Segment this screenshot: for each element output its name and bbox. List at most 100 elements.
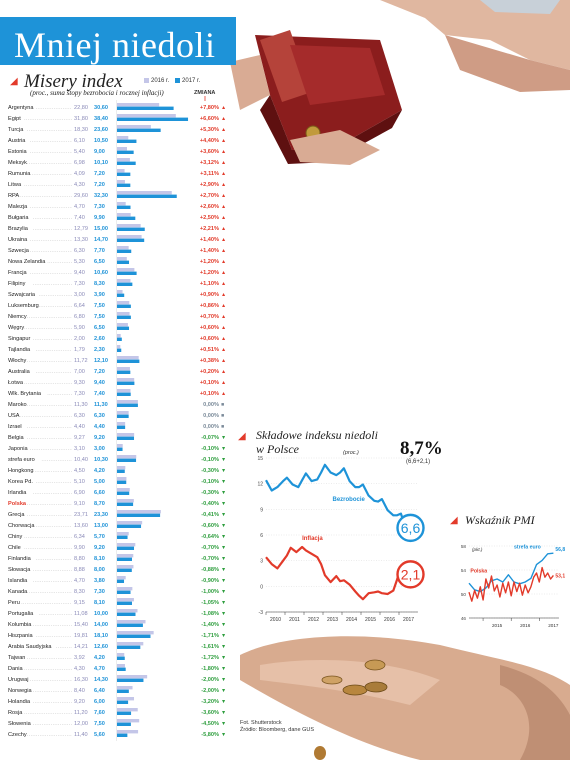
row-value-2017: 23,60 [94,127,108,133]
arrow-up-icon: ▲ [221,358,226,364]
row-change: +0,10% [200,380,219,386]
row-country: Urugwaj [8,677,29,683]
row-value-2016: 4,09 [74,171,85,177]
row-value-2017: 6,00 [94,699,105,705]
row-change: +1,40% [200,248,219,254]
row-change: -0,70% [201,556,219,562]
row-value-2016: 8,88 [74,567,85,573]
row-country: strefa euro [8,457,35,463]
bar-2016 [117,532,129,536]
bar-2017 [117,590,131,594]
row-country: Austria [8,138,26,144]
arrow-up-icon: ▲ [221,270,226,276]
row-change: +5,30% [200,127,219,133]
row-change: -0,70% [201,545,219,551]
row-value-2017: 8,70 [94,501,105,507]
row-value-2017: 10,10 [94,160,108,166]
bar-2017 [117,667,126,671]
row-change: +0,20% [200,369,219,375]
row-country: Estonia [8,149,28,155]
bar-2017 [117,656,125,660]
row-change: -0,10% [201,446,219,452]
row-country: Litwa [8,182,22,188]
row-value-2017: 8,00 [94,567,105,573]
y-tick-label: 12 [257,482,263,488]
arrow-up-icon: ▲ [221,292,226,298]
row-value-2016: 10,40 [74,457,88,463]
row-value-2016: 13,30 [74,237,88,243]
row-value-2016: 4,70 [74,204,85,210]
bar-2016 [117,257,127,261]
bar-2016 [117,697,135,701]
row-country: Rumunia [8,171,31,177]
section-arrow-icon: ◢ [450,515,458,526]
bar-2017 [117,161,136,165]
arrow-up-icon: ▲ [221,303,226,309]
bar-2017 [117,733,128,737]
legend-label-2017: 2017 r. [182,78,201,85]
row-country: Japonia [8,446,28,452]
arrow-down-icon: ▼ [221,578,226,584]
bar-2017 [117,139,137,143]
row-country: Peru [8,600,20,606]
row-value-2016: 6,64 [74,303,85,309]
bar-2017 [117,337,122,341]
big-value-number: 8,7 [400,438,424,459]
row-country: Maroko [8,402,27,408]
x-tick-label: 2016 [384,617,395,623]
bar-2017 [117,117,189,121]
row-country: Nowa Zelandia [8,259,46,265]
bar-2016 [117,499,134,503]
bar-2017 [117,150,134,154]
bar-2016 [117,686,133,690]
bar-2016 [117,587,133,591]
misery-title: Misery index [24,71,123,92]
arrow-down-icon: ▼ [221,666,226,672]
row-value-2016: 5,40 [74,149,85,155]
bar-2017 [117,183,131,187]
bar-2017 [117,414,129,418]
row-value-2017: 6,60 [94,490,105,496]
row-change: +0,60% [200,325,219,331]
bar-2016 [117,664,125,668]
wallet [255,30,402,164]
y-tick-label: 46 [461,616,467,621]
row-country: Izrael [8,424,22,430]
row-value-2017: 10,00 [94,611,108,617]
arrow-down-icon: ▼ [221,677,226,683]
bar-2016 [117,730,139,734]
bar-2017 [117,282,133,286]
row-country: Kanada [8,589,28,595]
bar-2017 [117,579,125,583]
row-value-2017: 6,40 [94,688,105,694]
row-value-2016: 11,08 [74,611,88,617]
row-country: Niemcy [8,314,27,320]
row-value-2016: 9,10 [74,501,85,507]
bar-2016 [117,136,129,140]
y-tick-label: 0 [260,584,263,590]
row-value-2017: 3,90 [94,292,105,298]
bar-2016 [117,576,126,580]
row-value-2017: 7,20 [94,171,105,177]
bar-2016 [117,466,126,470]
bar-2017 [117,513,161,517]
legend-label-2016: 2016 r. [151,78,170,85]
row-country: Chorwacja [8,523,35,529]
bar-2016 [117,719,140,723]
row-change: +1,20% [200,259,219,265]
row-value-2016: 9,90 [74,545,85,551]
section-arrow-icon: ◢ [238,431,246,442]
arrow-down-icon: ▼ [221,556,226,562]
title-banner [0,17,236,65]
row-change: +2,21% [200,226,219,232]
bar-2016 [117,367,130,371]
row-value-2016: 6,90 [74,490,85,496]
row-country: Irlandia [8,490,27,496]
row-value-2016: 4,40 [74,424,85,430]
bar-2016 [117,675,148,679]
row-value-2016: 11,20 [74,710,88,716]
row-change: +6,60% [200,116,219,122]
end-bubble-inflacja [396,560,425,589]
row-value-2017: 2,30 [94,347,105,353]
coins [321,659,388,696]
